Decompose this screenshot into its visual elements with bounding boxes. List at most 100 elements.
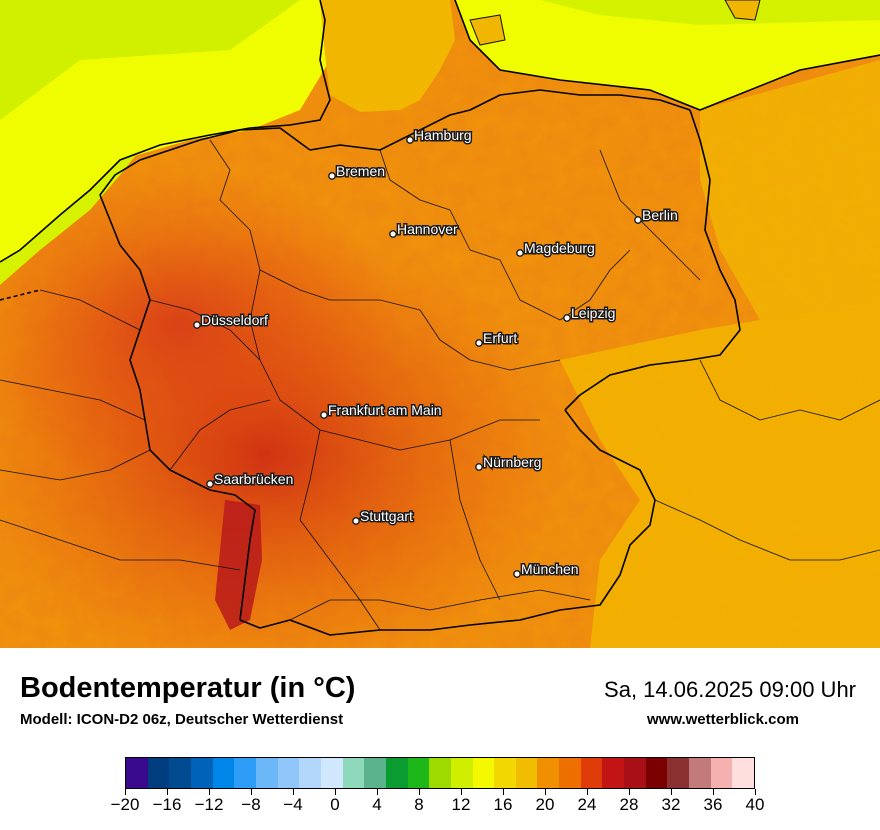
city-label: Saarbrücken (214, 471, 293, 487)
north-sea-open (0, 0, 300, 120)
state-borders (0, 139, 880, 631)
map-title: Bodentemperatur (in °C) (20, 672, 356, 704)
city-marker: Düsseldorf (193, 311, 270, 330)
legend-color-segment (299, 758, 321, 788)
legend-color-segment (190, 758, 213, 788)
legend-tick-label: −20 (110, 795, 140, 814)
legend-color-segment (559, 758, 581, 788)
city-marker: Hannover (389, 220, 460, 239)
legend-tick-label: 16 (493, 795, 513, 814)
legend-color-segment (342, 758, 365, 788)
coastline (0, 0, 880, 301)
legend-tick (166, 789, 168, 795)
city-label: Hamburg (414, 127, 472, 143)
denmark-land (320, 0, 455, 112)
legend-color-segment (537, 758, 560, 788)
city-label: Stuttgart (360, 508, 413, 524)
legend-tick (124, 789, 126, 795)
legend-color-segment (580, 758, 603, 788)
legend-tick (376, 789, 378, 795)
island-2 (724, 0, 761, 21)
legend-tick-label: 12 (451, 795, 471, 814)
legend-color-segment (126, 758, 148, 788)
legend-tick (502, 789, 504, 795)
legend-tick (712, 789, 714, 795)
legend-color-segment (385, 758, 408, 788)
legend-color-segment (689, 758, 711, 788)
city-marker: Leipzig (563, 304, 617, 323)
valid-datetime: Sa, 14.06.2025 09:00 Uhr (604, 677, 856, 702)
legend-tick-label: 28 (619, 795, 639, 814)
legend-color-segment (667, 758, 690, 788)
city-label: Bremen (336, 163, 385, 179)
weather-map: Hamburg Bremen Hannover Berlin Magdeburg… (0, 0, 880, 648)
legend-tick (292, 789, 294, 795)
legend-tick (628, 789, 630, 795)
legend-color-segment (710, 758, 733, 788)
legend-color-segment (602, 758, 625, 788)
legend-color-segment (147, 758, 170, 788)
legend-tick (418, 789, 420, 795)
city-marker: Hamburg (406, 126, 473, 145)
north-sea-coast-band (0, 150, 140, 285)
model-source: Modell: ICON-D2 06z, Deutscher Wetterdie… (20, 711, 344, 728)
legend-tick (250, 789, 252, 795)
legend-color-segment (450, 758, 473, 788)
city-label: Magdeburg (524, 240, 595, 256)
baltic-sea (455, 0, 880, 110)
legend-color-segment (407, 758, 430, 788)
city-marker: Berlin (634, 206, 679, 225)
city-marker: Erfurt (475, 329, 519, 348)
legend-color-segment (277, 758, 300, 788)
legend-tick-label: 8 (414, 795, 424, 814)
legend-tick-label: 36 (703, 795, 723, 814)
legend-tick (460, 789, 462, 795)
legend-ticks (124, 789, 756, 797)
baltic-open (540, 0, 880, 25)
city-label: Berlin (642, 207, 678, 223)
legend-color-segment (429, 758, 451, 788)
city-marker: Stuttgart (352, 507, 415, 526)
legend-tick-label: 20 (535, 795, 555, 814)
city-marker: München (513, 560, 580, 579)
legend-color-segment (472, 758, 495, 788)
legend-tick (670, 789, 672, 795)
legend-tick-label: 40 (745, 795, 765, 814)
city-marker: Saarbrücken (206, 470, 295, 489)
legend-color-segment (645, 758, 668, 788)
legend-color-segment (212, 758, 235, 788)
city-label: Hannover (397, 221, 458, 237)
legend-color-segment (169, 758, 191, 788)
legend-tick-label: 32 (661, 795, 681, 814)
city-label: Leipzig (571, 305, 615, 321)
legend-tick-label: 24 (577, 795, 597, 814)
city-label: Erfurt (483, 330, 517, 346)
legend-color-segment (364, 758, 386, 788)
color-legend (125, 757, 755, 789)
country-borders (99, 89, 741, 636)
legend-color-segment (320, 758, 343, 788)
legend-tick (208, 789, 210, 795)
legend-color-segment (624, 758, 646, 788)
legend-tick (754, 789, 756, 795)
city-label: Nürnberg (483, 454, 541, 470)
legend-tick-label: −12 (194, 795, 224, 814)
legend-tick (334, 789, 336, 795)
legend-color-segment (234, 758, 256, 788)
website-link[interactable]: www.wetterblick.com (647, 711, 799, 728)
legend-tick (586, 789, 588, 795)
legend-color-segment (732, 758, 755, 788)
city-label: Frankfurt am Main (328, 402, 442, 418)
legend-tick-label: −4 (283, 795, 303, 814)
legend-tick-label: 0 (330, 795, 340, 814)
upper-rhine-hotspot (215, 500, 262, 630)
legend-color-segment (255, 758, 278, 788)
legend-tick-label: −16 (152, 795, 182, 814)
city-label: München (521, 561, 579, 577)
north-sea (0, 0, 330, 262)
info-panel (0, 648, 880, 830)
legend-tick-label: −8 (241, 795, 261, 814)
city-marker: Nürnberg (475, 453, 543, 472)
city-marker: Magdeburg (516, 239, 596, 258)
city-marker: Frankfurt am Main (320, 401, 443, 420)
